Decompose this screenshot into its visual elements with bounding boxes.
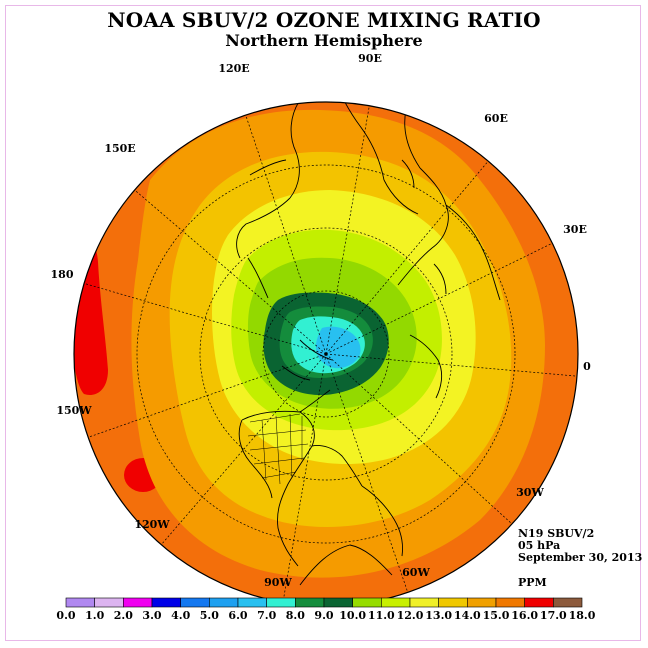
label-120e: 120E	[218, 62, 249, 75]
label-30e: 30E	[563, 223, 587, 236]
graticule	[75, 102, 576, 603]
date-label: September 30, 2013	[518, 551, 643, 564]
label-0: 0	[583, 360, 591, 373]
label-60w: 60W	[402, 566, 430, 579]
figure-frame	[5, 5, 641, 641]
longitude-labels: 90E 60E 30E 0 30W 60W 90W 120W 150W 180 …	[51, 52, 592, 589]
label-120w: 120W	[134, 518, 170, 531]
contour-5-6	[334, 337, 353, 357]
label-30w: 30W	[516, 486, 544, 499]
figure-subtitle: Northern Hemisphere	[225, 31, 423, 50]
pressure-level-label: 05 hPa	[518, 539, 561, 552]
label-150w: 150W	[56, 404, 92, 417]
label-90e: 90E	[358, 52, 382, 65]
info-block: N19 SBUV/2 05 hPa September 30, 2013 PPM	[518, 528, 642, 589]
units-label: PPM	[518, 576, 547, 589]
label-180: 180	[51, 268, 74, 281]
label-150e: 150E	[104, 142, 135, 155]
coastlines	[236, 102, 501, 586]
label-90w: 90W	[264, 576, 292, 589]
figure-title: NOAA SBUV/2 OZONE MIXING RATIO	[107, 8, 541, 32]
ozone-field	[74, 102, 578, 606]
label-60e: 60E	[484, 112, 508, 125]
us-state-borders	[247, 413, 309, 485]
instrument-label: N19 SBUV/2	[518, 527, 595, 540]
